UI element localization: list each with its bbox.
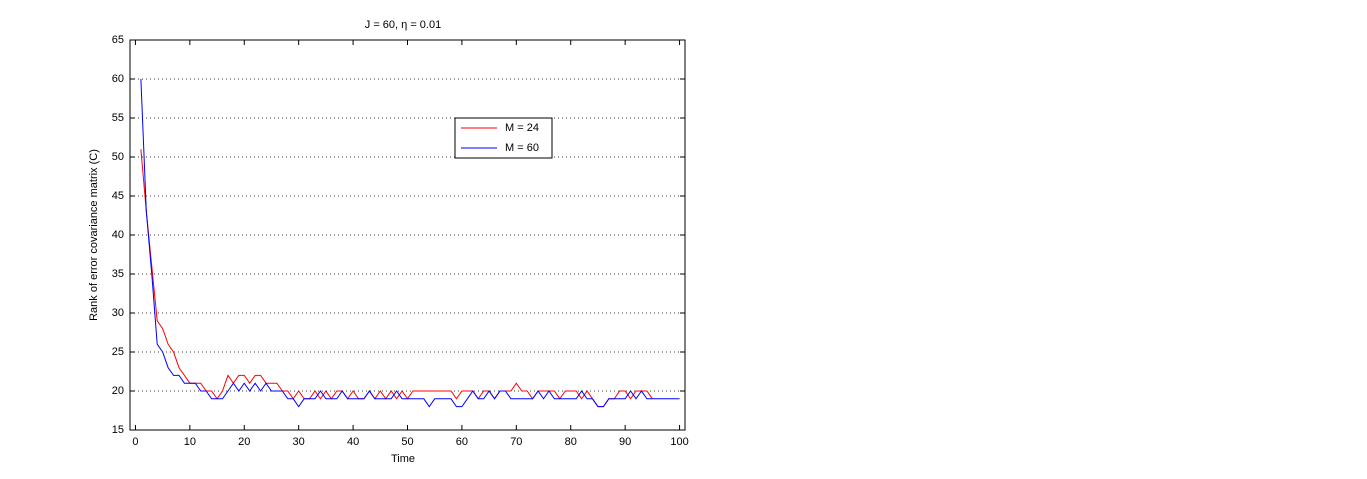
x-tick-label: 40 <box>347 436 359 448</box>
legend-label: M = 60 <box>505 142 539 154</box>
data-line <box>140 149 653 408</box>
y-tick-label: 65 <box>112 34 124 46</box>
x-tick-label: 70 <box>510 436 522 448</box>
x-tick-label: 100 <box>670 436 688 448</box>
y-tick-label: 35 <box>112 268 124 280</box>
y-tick-label: 20 <box>112 385 124 397</box>
x-tick-label: 80 <box>565 436 577 448</box>
y-tick-label: 30 <box>112 307 124 319</box>
data-line <box>140 78 680 408</box>
y-tick-label: 45 <box>112 190 124 202</box>
y-tick-label: 60 <box>112 73 124 85</box>
chart-title: J = 60, η = 0.01 <box>365 19 441 31</box>
x-tick-label: 90 <box>619 436 631 448</box>
x-tick-label: 0 <box>132 436 138 448</box>
y-tick-label: 40 <box>112 229 124 241</box>
axes-box <box>129 39 686 431</box>
y-tick-label: 55 <box>112 112 124 124</box>
x-axis-label: Time <box>391 453 415 465</box>
y-tick-label: 15 <box>112 424 124 436</box>
x-tick-label: 50 <box>401 436 413 448</box>
x-tick-label: 30 <box>293 436 305 448</box>
y-tick-label: 25 <box>112 346 124 358</box>
x-tick-label: 10 <box>184 436 196 448</box>
x-tick-label: 60 <box>456 436 468 448</box>
legend-label: M = 24 <box>505 122 539 134</box>
legend-box <box>454 117 553 159</box>
y-axis-label: Rank of error covariance matrix (C) <box>88 149 100 321</box>
y-tick-label: 50 <box>112 151 124 163</box>
x-tick-label: 20 <box>238 436 250 448</box>
